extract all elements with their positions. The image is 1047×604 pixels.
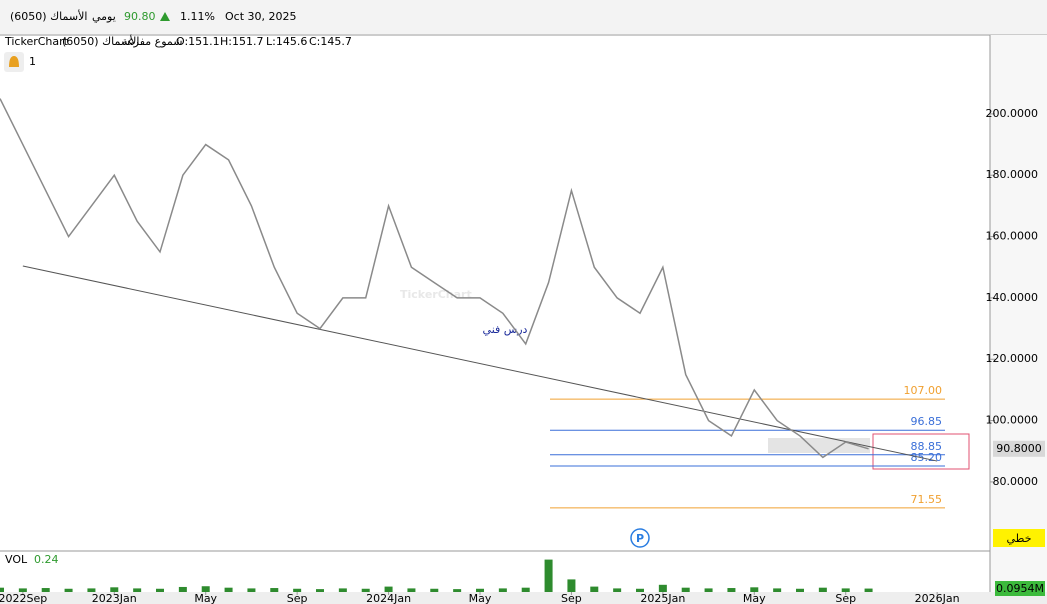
y-tick-label: 200.0000 — [986, 107, 1039, 120]
last-price-label: 90.8000 — [996, 442, 1042, 455]
volume-bar — [864, 588, 873, 592]
y-tick-label: 140.0000 — [986, 291, 1039, 304]
alert-count: 1 — [29, 55, 36, 68]
volume-bar — [521, 587, 530, 592]
x-tick-label: 2025Jan — [640, 592, 685, 604]
level-label: 88.85 — [911, 440, 943, 453]
volume-bar — [18, 588, 27, 592]
watermark: TickerChart — [400, 288, 472, 301]
price: 90.80 — [124, 10, 156, 23]
volume-bar — [430, 588, 439, 592]
x-tick-label: May — [743, 592, 766, 604]
volume-bar — [567, 579, 576, 592]
volume-bar — [384, 586, 393, 592]
x-tick-label: May — [194, 592, 217, 604]
x-tick-label: Sep — [835, 592, 856, 604]
level-label: 71.55 — [911, 493, 943, 506]
volume-bar — [338, 588, 347, 592]
volume-bar — [361, 588, 370, 592]
volume-bar — [750, 587, 759, 592]
volume-bar — [156, 588, 164, 592]
info-source: TickerChart — [4, 35, 69, 48]
info-open: O:151.1 — [176, 35, 220, 48]
highlight-box — [872, 433, 970, 470]
info-name: الأسماك (6050) — [62, 34, 139, 48]
volume-bar — [407, 588, 416, 592]
level-label: 96.85 — [911, 415, 943, 428]
x-tick-label: 2022Sep — [0, 592, 47, 604]
x-axis-panel — [0, 592, 1047, 604]
y-axis-panel — [990, 35, 1047, 604]
y-tick-label: 160.0000 — [986, 230, 1039, 243]
volume-axis-tag — [995, 581, 1045, 596]
volume-axis-label: 0.0954M — [996, 582, 1044, 595]
volume-bar — [704, 588, 713, 592]
x-tick-label: May — [469, 592, 492, 604]
volume-bar — [773, 588, 782, 592]
volume-bar — [133, 588, 142, 592]
volume-bar — [87, 588, 96, 592]
header-bar — [0, 0, 1047, 34]
volume-bar — [658, 584, 667, 592]
volume-bar — [476, 588, 484, 592]
volume-bar — [201, 586, 210, 592]
volume-bar — [64, 588, 73, 592]
mode-label: خطي — [1007, 532, 1032, 545]
x-tick-label: 2026Jan — [915, 592, 960, 604]
y-tick-label: 120.0000 — [986, 352, 1039, 365]
volume-bar — [178, 586, 187, 592]
price-line — [0, 98, 869, 459]
symbol: الأسماك (6050) — [10, 9, 87, 23]
volume-last: 0.24 — [34, 553, 59, 566]
level-label: 85.20 — [911, 451, 943, 464]
info-low: L:145.6 — [266, 35, 307, 48]
volume-bar — [544, 559, 553, 592]
volume-bar — [110, 587, 119, 592]
volume-bar — [316, 589, 324, 592]
info-high: H:151.7 — [220, 35, 263, 48]
level-label: 107.00 — [904, 384, 943, 397]
volume-label: VOL — [5, 553, 28, 566]
volume-bar — [41, 588, 50, 592]
p-marker-label: P — [636, 532, 644, 545]
volume-bar — [727, 588, 736, 592]
info-close: C:145.7 — [309, 35, 352, 48]
volume-bar — [613, 588, 622, 592]
zone — [768, 438, 870, 453]
p-marker[interactable] — [630, 528, 650, 548]
volume-bar — [498, 588, 507, 592]
volume-bar — [453, 589, 462, 592]
trendline — [22, 265, 938, 462]
volume-bar — [636, 588, 644, 592]
volume-bar — [247, 588, 256, 592]
y-tick-label: 180.0000 — [986, 168, 1039, 181]
volume-bar — [270, 588, 279, 592]
info-style: شموع مفرغة — [122, 35, 183, 48]
volume-bar — [841, 588, 850, 592]
volume-bar — [818, 587, 827, 592]
annotation: درس فني — [483, 323, 528, 336]
volume-bar — [590, 586, 599, 592]
x-tick-label: Sep — [287, 592, 308, 604]
y-tick-label: 100.0000 — [986, 414, 1039, 427]
up-arrow — [160, 12, 170, 21]
change: 1.11% — [180, 10, 215, 23]
volume-bar — [681, 587, 690, 592]
volume-bar — [293, 588, 302, 592]
last-price-tag — [993, 440, 1045, 457]
y-tick-label: 80.0000 — [993, 475, 1039, 488]
x-tick-label: Sep — [561, 592, 582, 604]
x-tick-label: 2023Jan — [92, 592, 137, 604]
volume-bar — [224, 587, 233, 592]
mode-button[interactable] — [993, 529, 1045, 547]
bell-icon — [9, 56, 19, 67]
date: Oct 30, 2025 — [225, 10, 297, 23]
volume-bar — [0, 587, 4, 592]
volume-bar — [796, 588, 804, 592]
period: يومي — [92, 10, 116, 23]
x-tick-label: 2024Jan — [366, 592, 411, 604]
